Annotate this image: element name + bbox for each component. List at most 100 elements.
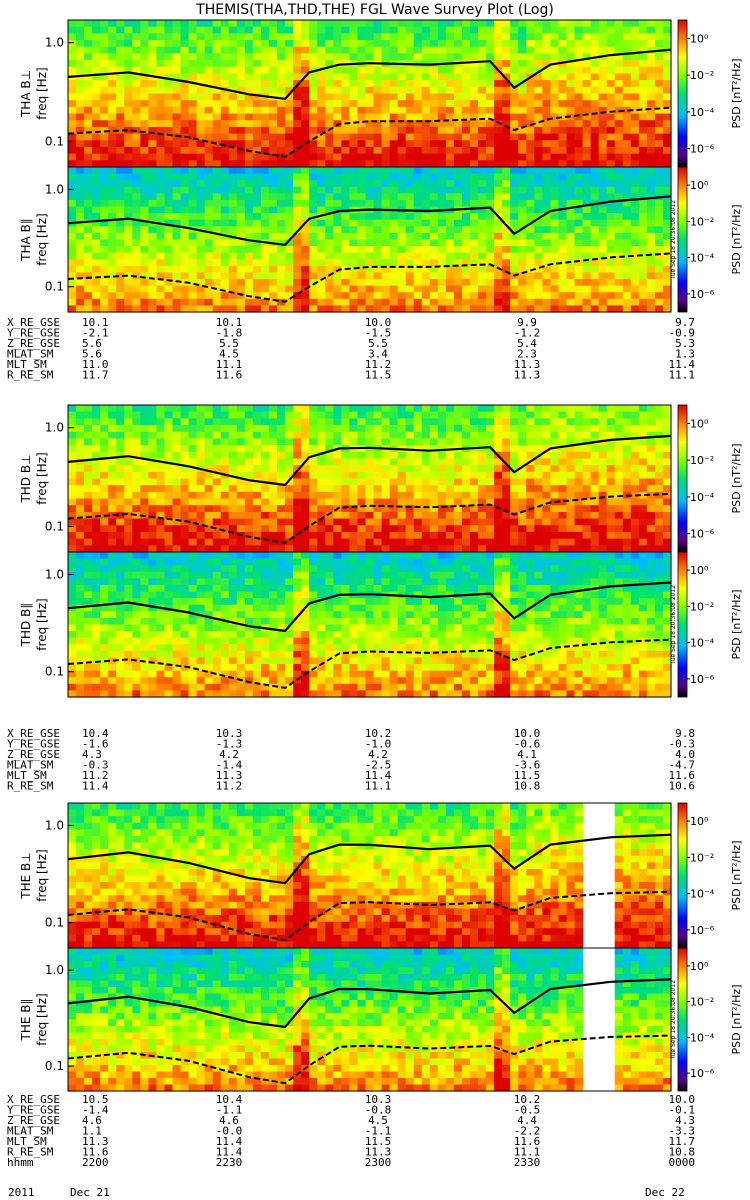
heatmap-cell xyxy=(494,180,503,188)
heatmap-cell xyxy=(252,265,262,274)
heatmap-cell xyxy=(437,66,447,75)
heatmap-cell xyxy=(148,106,158,115)
heatmap-cell xyxy=(317,531,326,540)
heatmap-cell xyxy=(397,140,407,148)
heatmap-cell xyxy=(204,219,214,227)
heatmap-cell xyxy=(510,46,519,55)
heatmap-cell xyxy=(244,173,254,181)
heatmap-cell xyxy=(445,292,455,300)
heatmap-cell xyxy=(445,431,455,440)
heatmap-cell xyxy=(84,545,93,553)
heatmap-cell xyxy=(486,66,495,75)
heatmap-cell xyxy=(349,431,359,440)
heatmap-cell xyxy=(429,471,439,480)
figure-title: THEMIS(THA,THD,THE) FGL Wave Survey Plot… xyxy=(195,2,554,18)
heatmap-cell xyxy=(236,199,246,208)
heatmap-cell xyxy=(622,146,632,155)
heatmap-cell xyxy=(124,511,133,520)
heatmap-cell xyxy=(68,86,77,95)
heatmap-cell xyxy=(132,545,141,553)
heatmap-cell xyxy=(349,66,359,75)
heatmap-cell xyxy=(349,265,359,274)
heatmap-cell xyxy=(140,246,149,254)
heatmap-cell xyxy=(180,411,190,419)
heatmap-cell xyxy=(220,126,230,135)
heatmap-cell xyxy=(293,146,302,155)
heatmap-cell xyxy=(558,265,568,274)
heatmap-cell xyxy=(445,471,455,480)
heatmap-cell xyxy=(156,167,166,175)
heatmap-cell xyxy=(148,411,158,419)
heatmap-cell xyxy=(108,232,117,241)
heatmap-cell xyxy=(405,126,415,135)
heatmap-cell xyxy=(413,167,423,175)
heatmap-cell xyxy=(365,193,375,201)
heatmap-cell xyxy=(172,100,182,108)
heatmap-cell xyxy=(574,106,584,115)
heatmap-cell xyxy=(293,20,302,28)
heatmap-cell xyxy=(68,232,77,241)
heatmap-cell xyxy=(108,478,117,486)
heatmap-cell xyxy=(220,531,230,540)
heatmap-cell xyxy=(486,53,495,61)
heatmap-cell xyxy=(357,438,367,446)
heatmap-cell xyxy=(646,219,656,227)
heatmap-cell xyxy=(558,226,568,234)
heatmap-cell xyxy=(478,458,487,466)
heatmap-cell xyxy=(582,100,592,108)
heatmap-cell xyxy=(317,478,326,486)
heatmap-cell xyxy=(445,53,455,61)
heatmap-cell xyxy=(236,471,246,480)
heatmap-cell xyxy=(317,186,326,194)
heatmap-cell xyxy=(574,133,584,141)
heatmap-cell xyxy=(236,478,246,486)
heatmap-cell xyxy=(277,146,286,155)
heatmap-cell xyxy=(84,73,93,81)
heatmap-cell xyxy=(100,153,109,161)
heatmap-cell xyxy=(108,451,117,460)
heatmap-cell xyxy=(494,485,503,493)
heatmap-cell xyxy=(365,146,375,155)
heatmap-cell xyxy=(188,531,198,540)
heatmap-cell xyxy=(461,60,471,68)
heatmap-cell xyxy=(453,186,463,194)
heatmap-cell xyxy=(116,199,125,208)
heatmap-cell xyxy=(582,153,592,161)
heatmap-cell xyxy=(389,471,399,480)
heatmap-cell xyxy=(550,232,560,241)
heatmap-cell xyxy=(252,80,262,88)
heatmap-cell xyxy=(582,272,592,280)
heatmap-cell xyxy=(180,545,190,553)
heatmap-cell xyxy=(164,252,174,260)
heatmap-cell xyxy=(260,206,270,214)
heatmap-cell xyxy=(413,33,423,41)
heatmap-cell xyxy=(164,431,174,440)
heatmap-cell xyxy=(293,498,302,506)
heatmap-cell xyxy=(285,498,294,506)
heatmap-cell xyxy=(132,445,141,453)
heatmap-cell xyxy=(389,531,399,540)
heatmap-cell xyxy=(236,431,246,440)
heatmap-cell xyxy=(582,252,592,260)
heatmap-cell xyxy=(188,431,198,440)
heatmap-cell xyxy=(132,219,141,227)
heatmap-cell xyxy=(413,279,423,287)
heatmap-cell xyxy=(389,431,399,440)
heatmap-cell xyxy=(172,405,182,413)
heatmap-cell xyxy=(397,199,407,208)
heatmap-cell xyxy=(606,445,616,453)
heatmap-cell xyxy=(502,298,511,307)
heatmap-cell xyxy=(622,180,632,188)
heatmap-cell xyxy=(510,425,519,433)
heatmap-cell xyxy=(365,106,375,115)
heatmap-cell xyxy=(598,160,608,168)
heatmap-cell xyxy=(100,226,109,234)
heatmap-cell xyxy=(196,46,206,55)
heatmap-cell xyxy=(486,206,495,214)
heatmap-cell xyxy=(646,86,656,95)
heatmap-cell xyxy=(325,265,334,274)
heatmap-cell xyxy=(260,80,270,88)
heatmap-cell xyxy=(566,545,576,553)
heatmap-cell xyxy=(405,93,415,101)
heatmap-cell xyxy=(124,252,133,260)
